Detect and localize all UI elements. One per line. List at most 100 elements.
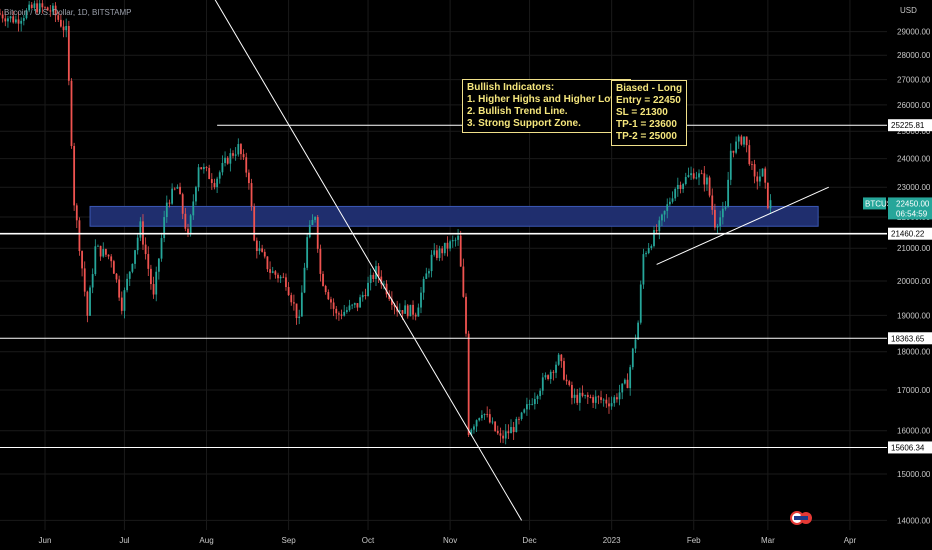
candle-body	[12, 16, 15, 23]
candle-body	[658, 220, 661, 232]
candle-body	[443, 242, 446, 254]
candle-body	[314, 217, 316, 220]
price-tick-label: 27000.00	[897, 76, 931, 85]
candle-body	[576, 394, 579, 403]
level-tag	[888, 332, 932, 345]
candle-body	[555, 364, 557, 373]
candle-body	[126, 278, 128, 291]
candle-body	[83, 268, 86, 292]
candle-body	[327, 292, 330, 300]
candle-body	[14, 19, 17, 23]
candle-body	[515, 418, 518, 433]
candle-body	[526, 404, 528, 410]
candle-body	[263, 251, 266, 257]
candle-body	[729, 150, 732, 180]
candle-body	[115, 273, 118, 280]
candle-body	[120, 297, 123, 311]
candle-body	[335, 308, 338, 314]
candle-body	[653, 230, 655, 247]
level-tag	[888, 119, 932, 132]
candle-body	[544, 375, 547, 378]
candle-body	[465, 296, 467, 334]
candle-body	[247, 172, 250, 184]
candle-body	[258, 248, 261, 251]
candle-body	[404, 305, 407, 314]
candle-body	[340, 314, 343, 316]
candle-body	[412, 304, 414, 315]
candle-body	[306, 237, 309, 268]
candle-body	[308, 224, 311, 238]
candle-body	[298, 316, 301, 319]
candle-body	[57, 15, 60, 20]
candle-body	[682, 184, 685, 190]
candle-body	[28, 4, 31, 11]
candle-body	[89, 287, 91, 316]
candle-body	[573, 394, 576, 398]
note-line: TP-2 = 25000	[616, 131, 677, 142]
candle-body	[78, 220, 81, 252]
candle-body	[661, 214, 663, 221]
candle-body	[674, 189, 677, 199]
candle-body	[541, 377, 544, 391]
candle-body	[150, 268, 152, 285]
candle-body	[54, 5, 57, 16]
candle-body	[9, 16, 12, 19]
candle-body	[428, 271, 430, 274]
candle-body	[441, 248, 444, 254]
candle-body	[764, 168, 767, 183]
candle-body	[184, 213, 187, 229]
candle-body	[571, 384, 573, 398]
candle-body	[459, 235, 462, 267]
candle-body	[748, 145, 751, 165]
candle-body	[420, 292, 422, 308]
candle-body	[75, 205, 78, 221]
candle-body	[274, 271, 277, 275]
candle-body	[446, 242, 449, 249]
candle-body	[266, 256, 269, 270]
level-tag-label: 25225.81	[891, 121, 925, 130]
price-tick-label: 23000.00	[897, 183, 931, 192]
symbol-tag-label: BTCUSD	[865, 199, 898, 208]
candle-body	[473, 426, 475, 430]
candle-body	[131, 263, 134, 272]
candle-body	[711, 195, 714, 210]
candle-body	[134, 250, 136, 264]
candle-body	[406, 305, 409, 317]
candle-body	[547, 375, 549, 380]
candle-body	[105, 249, 107, 255]
grid	[0, 0, 887, 530]
current-price-tag	[888, 197, 932, 220]
candle-body	[430, 254, 433, 272]
candle-body	[295, 303, 298, 319]
note-line: 1. Higher Highs and Higher Lows.	[467, 94, 627, 105]
candle-body	[155, 271, 158, 295]
price-tick-label: 20000.00	[897, 277, 931, 286]
candle-body	[613, 397, 616, 404]
candle-body	[703, 173, 706, 185]
candle-body	[435, 250, 438, 258]
candle-body	[192, 201, 195, 216]
price-tick-label: 16000.00	[897, 427, 931, 436]
candle-body	[560, 354, 563, 362]
candle-body	[618, 392, 621, 400]
candle-body	[351, 304, 354, 306]
time-axis[interactable]: Jun Jul Aug Sep Oct Nov Dec 2023 Feb Mar Apr	[39, 536, 857, 545]
candle-body	[147, 254, 150, 269]
candle-body	[65, 26, 68, 31]
candle-body	[229, 153, 232, 164]
candle-body	[20, 20, 23, 24]
time-tick-label: Dec	[522, 536, 536, 545]
candle-body	[388, 294, 391, 300]
candle-body	[751, 164, 753, 165]
candle-body	[367, 282, 369, 297]
time-tick-label: Sep	[281, 536, 296, 545]
candle-body	[279, 276, 282, 279]
candle-body	[539, 390, 542, 397]
candle-body	[621, 383, 624, 393]
candle-body	[592, 397, 594, 403]
price-tick-label: 25000.00	[897, 127, 931, 136]
candle-body	[139, 221, 142, 238]
current-price-label: 22450.00	[896, 199, 930, 208]
candle-body	[216, 178, 219, 188]
